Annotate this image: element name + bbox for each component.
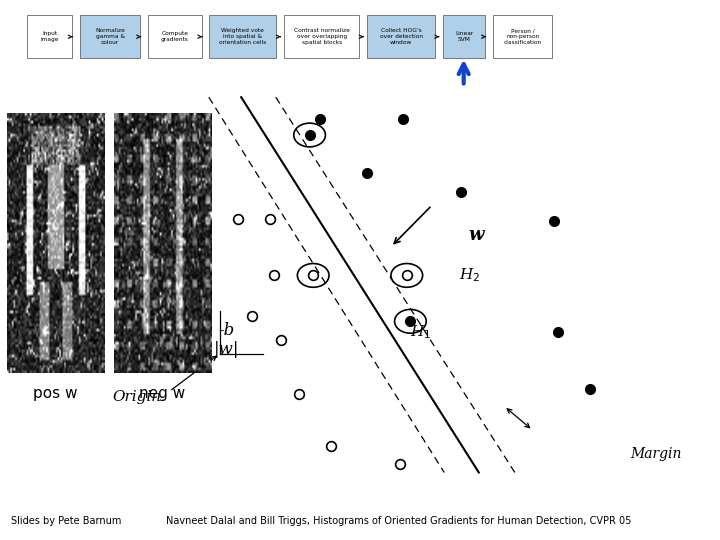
FancyBboxPatch shape — [443, 15, 485, 58]
Text: Person /
non-person
classification: Person / non-person classification — [504, 28, 541, 45]
Text: Input
image: Input image — [40, 31, 59, 42]
Text: Normalize
gamma &
colour: Normalize gamma & colour — [95, 28, 125, 45]
Text: Navneet Dalal and Bill Triggs, Histograms of Oriented Gradients for Human Detect: Navneet Dalal and Bill Triggs, Histogram… — [166, 516, 631, 526]
Text: Collect HOG's
over detection
window: Collect HOG's over detection window — [379, 28, 423, 45]
Text: Margin: Margin — [630, 447, 681, 461]
Text: w: w — [468, 226, 484, 244]
Text: neg w: neg w — [139, 386, 185, 401]
FancyBboxPatch shape — [493, 15, 552, 58]
Text: Slides by Pete Barnum: Slides by Pete Barnum — [11, 516, 121, 526]
Text: Origin: Origin — [113, 390, 162, 404]
Text: pos w: pos w — [33, 386, 78, 401]
FancyBboxPatch shape — [80, 15, 140, 58]
FancyBboxPatch shape — [284, 15, 359, 58]
Text: Linear
SVM: Linear SVM — [455, 31, 473, 42]
FancyBboxPatch shape — [367, 15, 435, 58]
Text: Weighted vote
into spatial &
orientation cells: Weighted vote into spatial & orientation… — [219, 28, 266, 45]
Text: -b
|w|: -b |w| — [214, 322, 240, 359]
FancyBboxPatch shape — [209, 15, 276, 58]
FancyBboxPatch shape — [148, 15, 202, 58]
Text: H$_1$: H$_1$ — [410, 323, 432, 341]
Text: H$_2$: H$_2$ — [459, 267, 481, 284]
Text: Compute
gradients: Compute gradients — [161, 31, 189, 42]
FancyBboxPatch shape — [27, 15, 72, 58]
Text: Contrast normalize
over overlapping
spatial blocks: Contrast normalize over overlapping spat… — [294, 28, 350, 45]
